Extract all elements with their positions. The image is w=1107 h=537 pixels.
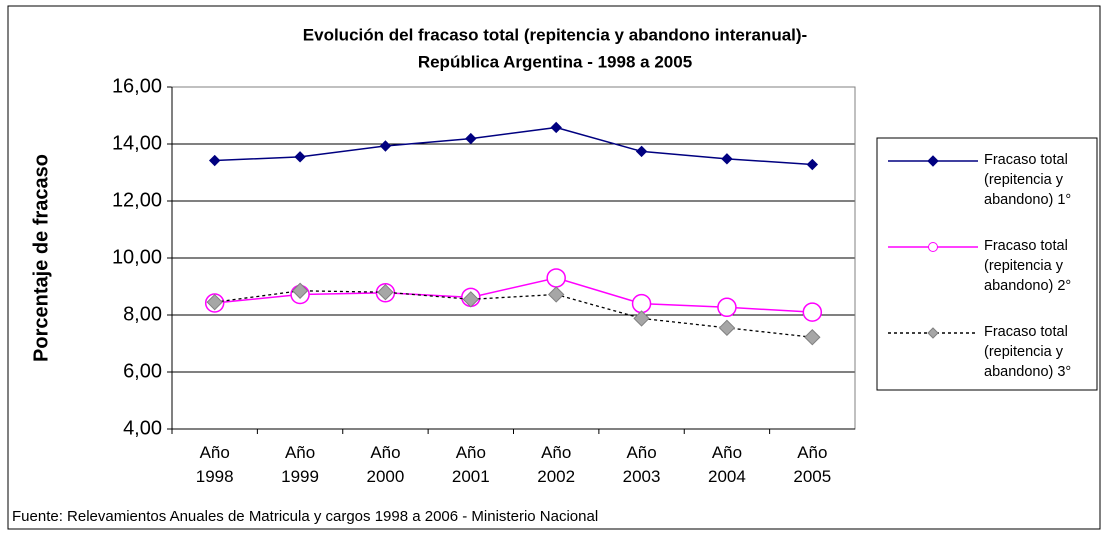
- y-tick-label: 12,00: [112, 189, 162, 211]
- footnote: Fuente: Relevamientos Anuales de Matricu…: [12, 508, 598, 525]
- series-line: [214, 277, 813, 313]
- y-tick-label: 16,00: [112, 75, 162, 97]
- y-tick-label: 10,00: [112, 246, 162, 268]
- x-tick-label: Año 2001: [451, 443, 490, 486]
- legend-label: Fracaso total (repitencia y abandono) 1°: [984, 152, 1072, 208]
- x-tick-label: Año 2000: [366, 443, 405, 486]
- marker: [206, 293, 223, 311]
- y-tick-label: 4,00: [123, 417, 162, 439]
- marker: [806, 158, 819, 171]
- marker: [294, 151, 306, 163]
- marker: [631, 293, 652, 314]
- legend-marker: [927, 327, 939, 339]
- marker: [379, 140, 392, 152]
- legend-box: [876, 137, 1098, 391]
- legend-marker: [928, 242, 938, 252]
- marker: [465, 132, 477, 145]
- chart-title: República Argentina - 1998 a 2005: [418, 52, 692, 71]
- legend-label: Fracaso total (repitencia y abandono) 2°: [984, 238, 1072, 294]
- y-axis-label: Porcentaje de fracaso: [30, 154, 52, 362]
- marker: [377, 283, 394, 301]
- marker: [208, 154, 221, 167]
- marker: [291, 282, 309, 299]
- y-tick-label: 8,00: [123, 303, 162, 325]
- y-tick-label: 14,00: [112, 132, 162, 154]
- y-tick-label: 6,00: [123, 360, 162, 382]
- marker: [547, 286, 565, 303]
- series-line: [214, 126, 813, 166]
- marker: [718, 319, 736, 337]
- legend-label: Fracaso total (repitencia y abandono) 3°: [984, 324, 1072, 380]
- marker: [462, 291, 480, 308]
- marker: [804, 329, 821, 346]
- x-tick-label: Año 1998: [195, 443, 234, 486]
- marker: [635, 145, 648, 158]
- marker: [717, 297, 737, 318]
- legend-marker: [927, 155, 939, 167]
- x-tick-label: Año 2003: [622, 443, 661, 486]
- marker: [550, 121, 562, 134]
- x-tick-label: Año 2002: [537, 443, 576, 486]
- marker: [633, 310, 650, 327]
- marker: [546, 268, 566, 288]
- x-tick-label: Año 2005: [793, 443, 832, 486]
- x-tick-label: Año 2004: [708, 443, 746, 486]
- marker: [721, 153, 733, 165]
- x-tick-label: Año 1999: [281, 443, 319, 486]
- chart-title: Evolución del fracaso total (repitencia …: [303, 25, 807, 44]
- marker: [802, 302, 823, 322]
